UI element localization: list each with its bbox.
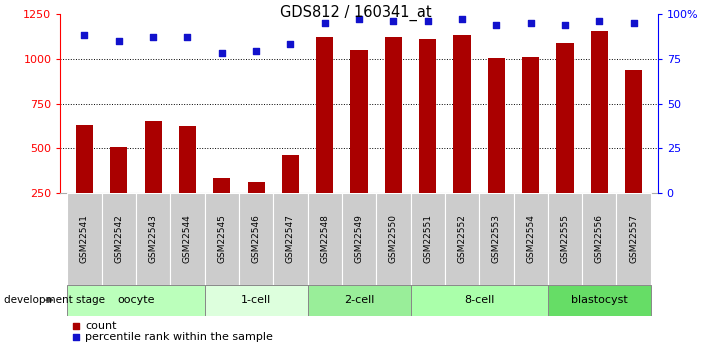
Text: oocyte: oocyte [117,295,155,305]
Text: GSM22553: GSM22553 [492,214,501,264]
Bar [308,193,342,285]
Bar [179,126,196,193]
Text: GSM22549: GSM22549 [355,215,363,263]
Text: 1-cell: 1-cell [241,295,271,305]
Text: GSM22542: GSM22542 [114,215,123,263]
Bar [213,178,230,193]
Bar [557,42,574,193]
Bar [205,285,308,316]
Text: GSM22557: GSM22557 [629,214,638,264]
Text: GSM22543: GSM22543 [149,215,158,263]
Point [560,22,571,27]
Point [182,34,193,40]
Text: GSM22547: GSM22547 [286,215,295,263]
Point [147,34,159,40]
Text: GSM22548: GSM22548 [320,215,329,263]
Point [456,17,468,22]
Bar [136,193,170,285]
Text: GSM22552: GSM22552 [457,215,466,263]
Bar [479,193,513,285]
Bar [76,125,93,193]
Bar [308,285,410,316]
Text: GSM22554: GSM22554 [526,215,535,263]
Text: GSM22546: GSM22546 [252,215,261,263]
Point [319,20,331,26]
Text: 8-cell: 8-cell [464,295,494,305]
Bar [170,193,205,285]
Point [628,20,639,26]
Bar [144,121,161,193]
Point [594,18,605,24]
Bar [445,193,479,285]
Point [491,22,502,27]
Bar [239,193,273,285]
Point [284,41,296,47]
Point [250,49,262,54]
Text: GSM22551: GSM22551 [423,214,432,264]
Bar [110,147,127,193]
Bar [68,193,102,285]
Text: GSM22545: GSM22545 [218,215,226,263]
Point [70,335,82,340]
Bar [616,193,651,285]
Text: GSM22550: GSM22550 [389,214,398,264]
Bar [410,193,445,285]
Bar [591,31,608,193]
Bar [351,50,368,193]
Bar [513,193,548,285]
Bar [548,285,651,316]
Bar [316,37,333,193]
Bar [342,193,376,285]
Point [353,17,365,22]
Text: 2-cell: 2-cell [344,295,374,305]
Bar [68,285,205,316]
Bar [548,193,582,285]
Text: GSM22556: GSM22556 [595,214,604,264]
Point [70,323,82,329]
Text: percentile rank within the sample: percentile rank within the sample [85,333,273,342]
Bar [410,285,548,316]
Bar [582,193,616,285]
Text: GDS812 / 160341_at: GDS812 / 160341_at [279,5,432,21]
Bar [625,70,642,193]
Point [79,32,90,38]
Bar [205,193,239,285]
Bar [385,37,402,193]
Bar [273,193,308,285]
Text: blastocyst: blastocyst [571,295,628,305]
Text: count: count [85,321,117,331]
Text: GSM22544: GSM22544 [183,215,192,263]
Bar [282,155,299,193]
Point [525,20,536,26]
Text: GSM22555: GSM22555 [560,214,570,264]
Point [113,38,124,43]
Bar [247,181,264,193]
Bar [419,39,437,193]
Bar [488,58,505,193]
Point [422,18,434,24]
Text: development stage: development stage [4,295,105,305]
Bar [102,193,136,285]
Point [216,50,228,56]
Bar [522,57,539,193]
Bar [376,193,410,285]
Bar [454,35,471,193]
Point [387,18,399,24]
Text: GSM22541: GSM22541 [80,215,89,263]
